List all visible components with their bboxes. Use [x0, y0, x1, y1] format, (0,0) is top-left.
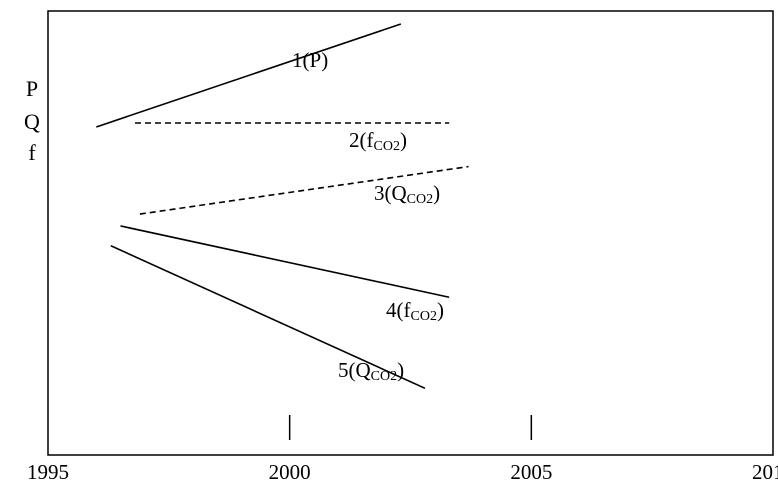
x-tick-label-2010: 2010 [752, 460, 778, 484]
y-label-f: f [28, 140, 36, 165]
x-tick-label-1995: 1995 [27, 460, 69, 484]
y-label-p: P [26, 76, 38, 101]
series-line-5 [110, 245, 426, 390]
x-tick-labels: 1995 2000 2005 2010 [27, 460, 778, 484]
plot-frame [47, 10, 774, 456]
series-label-3: 3(QCO2) [374, 181, 440, 207]
series-line-4 [120, 225, 450, 299]
x-tick-label-2000: 2000 [269, 460, 311, 484]
series-label-4: 4(fCO2) [386, 298, 444, 324]
series-line-3 [139, 165, 469, 215]
x-ticks [288, 415, 533, 440]
series-label-5: 5(QCO2) [338, 358, 404, 384]
y-label-q: Q [24, 109, 40, 134]
y-axis-labels: P Q f [24, 76, 40, 165]
series-line-1 [96, 23, 402, 128]
x-tick-label-2005: 2005 [510, 460, 552, 484]
series-label-1: 1(P) [292, 48, 328, 72]
series-labels: 1(P) 2(fCO2) 3(QCO2) 4(fCO2) 5(QCO2) [292, 48, 444, 384]
series-lines [96, 23, 469, 390]
series-label-2: 2(fCO2) [349, 128, 407, 154]
